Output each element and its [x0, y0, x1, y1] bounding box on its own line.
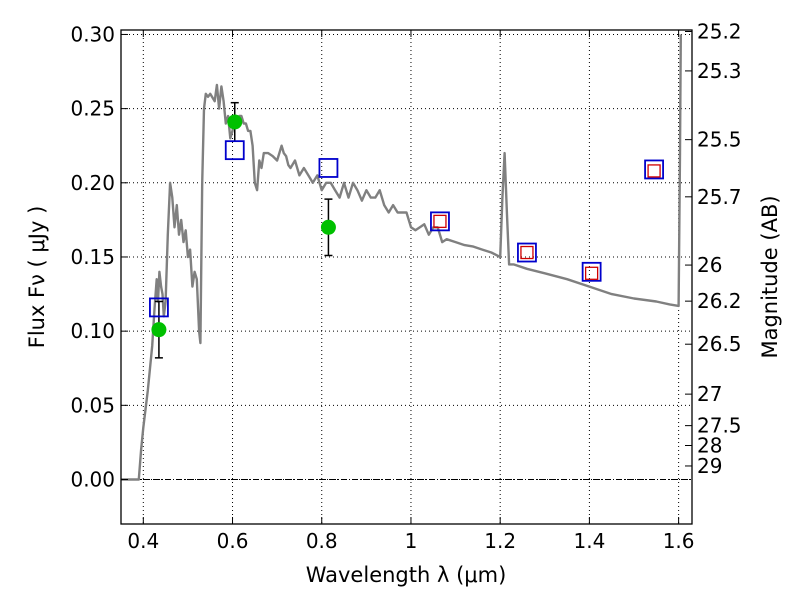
- y-tick-label-3: 0.15: [70, 245, 115, 269]
- model-small-square-2: [584, 266, 599, 280]
- observed-flux-point-0: [151, 322, 167, 338]
- y2-axis-label: Magnitude (AB): [758, 195, 782, 358]
- x-tick-label-4: 1.2: [484, 529, 516, 553]
- mag-tick-label-5: 26.2: [697, 289, 742, 313]
- x-tick-label-2: 0.8: [306, 529, 338, 553]
- y-tick-label-1: 0.05: [70, 393, 115, 417]
- x-tick-label-1: 0.6: [217, 529, 249, 553]
- mag-tick-label-10: 29: [697, 454, 722, 478]
- model-square-5: [581, 261, 602, 282]
- model-spectrum-line: [121, 34, 682, 481]
- x-tick-label-0: 0.4: [127, 529, 159, 553]
- mag-tick-label-1: 25.3: [697, 59, 742, 83]
- model-small-square-1: [520, 245, 534, 260]
- x-tick-label-6: 1.6: [663, 529, 695, 553]
- observed-flux-point-1: [227, 114, 243, 130]
- mag-tick-label-2: 25.5: [697, 128, 742, 152]
- x-tick-label-3: 1: [405, 529, 418, 553]
- y-tick-label-2: 0.10: [70, 319, 115, 343]
- mag-tick-label-8: 27.5: [697, 414, 742, 438]
- y-tick-label-6: 0.30: [70, 22, 115, 46]
- x-tick-label-5: 1.4: [573, 529, 605, 553]
- model-square-2: [318, 158, 339, 178]
- grid-lines: [121, 30, 692, 524]
- model-square-6: [644, 159, 664, 180]
- model-square-0: [149, 297, 169, 318]
- mag-tick-label-7: 27: [697, 382, 722, 406]
- model-square-1: [224, 140, 245, 161]
- y-axis-label: Flux Fν ( μJy ): [25, 206, 49, 349]
- model-square-3: [430, 211, 450, 232]
- mag-tick-label-0: 25.2: [697, 19, 742, 43]
- plot-border: [120, 29, 693, 525]
- model-small-square-3: [647, 164, 661, 178]
- y-tick-label-0: 0.00: [70, 467, 115, 491]
- mag-tick-label-6: 26.5: [697, 332, 742, 356]
- y-tick-label-5: 0.25: [70, 97, 115, 121]
- y-ticks: 0.00 0.05 0.10 0.15 0.20 0.25 0.30: [70, 22, 128, 491]
- mag-tick-label-3: 25.7: [697, 185, 742, 209]
- model-small-square-0: [433, 214, 447, 229]
- y-tick-label-4: 0.20: [70, 171, 115, 195]
- observed-flux-point-2: [320, 219, 336, 235]
- mag-tick-label-9: 28: [697, 434, 722, 458]
- mag-tick-label-4: 26: [697, 253, 722, 277]
- series-layer: [121, 34, 682, 481]
- model-square-4: [517, 242, 537, 263]
- x-ticks: 0.4 0.6 0.8 1 1.2 1.4 1.6: [127, 30, 695, 553]
- plot-frame: [120, 29, 693, 525]
- x-axis-label: Wavelength λ (μm): [306, 563, 507, 587]
